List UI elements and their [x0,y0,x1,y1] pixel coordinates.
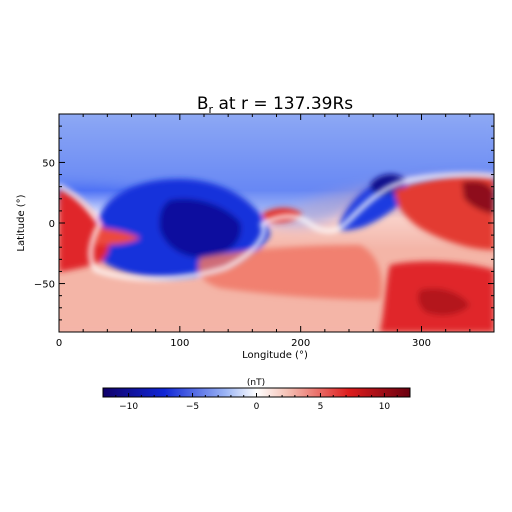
heatmap-field [59,114,494,332]
x-tick-label: 200 [291,338,310,349]
y-tick-label: 0 [49,219,55,230]
region-positive-southeast-core [417,288,470,316]
x-axis-label: Longitude (°) [242,350,308,361]
x-tick-label: 0 [56,338,62,349]
colorbar-tick-label: 0 [254,402,260,412]
region-positive-west-tongue [95,228,140,245]
colorbar-label: (nT) [247,378,265,388]
x-axis-ticks: 0 100 200 300 [56,114,495,349]
chart-title: Br at r = 137.39Rs [197,94,353,116]
colorbar-tick-label: 10 [379,402,391,412]
colorbar-tick-label: −5 [186,402,199,412]
y-axis-label: Latitude (°) [16,194,27,251]
y-axis-ticks: −50 0 50 [34,125,494,321]
title-subscript: r [209,103,214,116]
region-positive-west-lobe [59,188,110,272]
x-tick-label: 300 [412,338,431,349]
neutral-line [59,172,494,281]
y-tick-label: −50 [34,280,55,291]
x-tick-label: 100 [170,338,189,349]
region-positive-east-core [462,180,494,214]
y-tick-label: 50 [42,158,55,169]
colorbar-tick-label: −10 [119,402,138,412]
neutral-sheet-negative-upper [59,114,494,227]
region-negative-core [159,198,241,258]
colorbar-tick-label: 5 [318,402,324,412]
colorbar-ticks: −10 −5 0 5 10 [102,393,411,412]
